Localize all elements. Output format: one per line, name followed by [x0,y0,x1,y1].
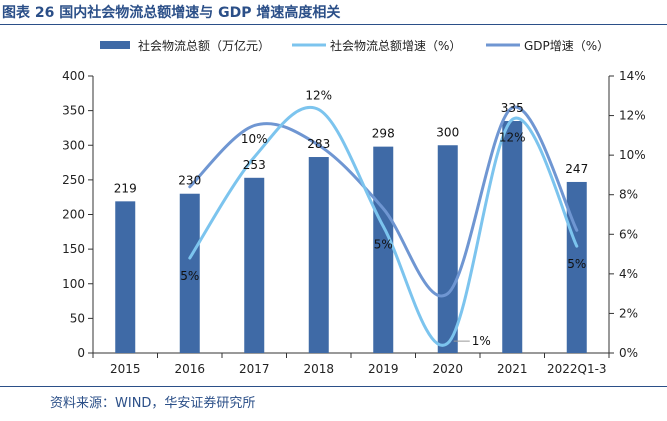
x-tick-label: 2019 [368,362,399,376]
bars [115,121,587,353]
source-note: 资料来源：WIND，华安证券研究所 [50,396,256,411]
y-left-tick-label: 50 [70,311,85,325]
y-left-tick-label: 0 [77,346,85,360]
bar [308,157,329,353]
legend: 社会物流总额（万亿元） 社会物流总额增速（%） GDP增速（%） [100,38,609,53]
y-left-tick-label: 400 [62,69,85,83]
x-tick-label: 2018 [303,362,334,376]
bar-value-label: 230 [178,174,201,188]
axes: 0 50 100 150 200 250 300 350 400 0% 2% 4% 6% 8% 10% 12%… [62,69,646,376]
bar [115,201,136,353]
x-tick-label: 2022Q1-3 [547,362,607,376]
source-divider [0,386,667,387]
y-right-tick-label: 10% [619,148,646,162]
bar-value-label: 298 [372,127,395,141]
lines [188,105,579,347]
y-right-tick-label: 14% [619,69,646,83]
growth-value-label: 5% [374,237,393,251]
growth-value-label: 12% [499,131,526,145]
growth-value-label: 1% [472,334,491,348]
figure-title: 图表 26 国内社会物流总额增速与 GDP 增速高度相关 [2,5,341,21]
y-left-tick-label: 300 [62,138,85,152]
title-divider [0,24,667,25]
growth-value-label: 5% [180,269,199,283]
bar-value-label: 219 [114,181,137,195]
y-right-tick-label: 2% [619,306,638,320]
x-tick-label: 2017 [239,362,270,376]
bar [244,177,265,353]
y-right-tick-label: 8% [619,188,638,202]
bar-value-label: 335 [501,101,524,115]
data-labels: 219 230 253 283 298 300 335 247 5% 10% 12% 5% 1% 12% 5… [114,89,588,348]
gdp-growth-line [188,105,579,298]
total-growth-line [188,105,579,347]
y-left-tick-label: 200 [62,208,85,222]
growth-value-label: 12% [305,89,332,103]
growth-value-label: 10% [241,132,268,146]
x-tick-label: 2015 [110,362,141,376]
y-right-tick-label: 4% [619,267,638,281]
x-tick-label: 2016 [174,362,205,376]
y-left-tick-label: 250 [62,173,85,187]
growth-value-label: 5% [567,257,586,271]
legend-bar-swatch [100,41,130,49]
legend-bar-label: 社会物流总额（万亿元） [138,38,270,53]
y-left-tick-label: 100 [62,277,85,291]
bar [437,145,458,353]
x-tick-label: 2020 [432,362,463,376]
y-left-tick-label: 350 [62,104,85,118]
y-right-tick-label: 0% [619,346,638,360]
bar [373,146,394,353]
bar-value-label: 283 [307,137,330,151]
y-right-tick-label: 6% [619,227,638,241]
bar [502,121,523,353]
legend-total-growth-label: 社会物流总额增速（%） [330,38,461,53]
bar [179,193,200,353]
bar-value-label: 300 [436,125,459,139]
bar-value-label: 247 [565,162,588,176]
legend-gdp-growth-label: GDP增速（%） [524,39,609,53]
bar [566,181,587,353]
y-right-tick-label: 12% [619,109,646,123]
y-left-tick-label: 150 [62,242,85,256]
bar-value-label: 253 [243,158,266,172]
x-tick-label: 2021 [497,362,528,376]
